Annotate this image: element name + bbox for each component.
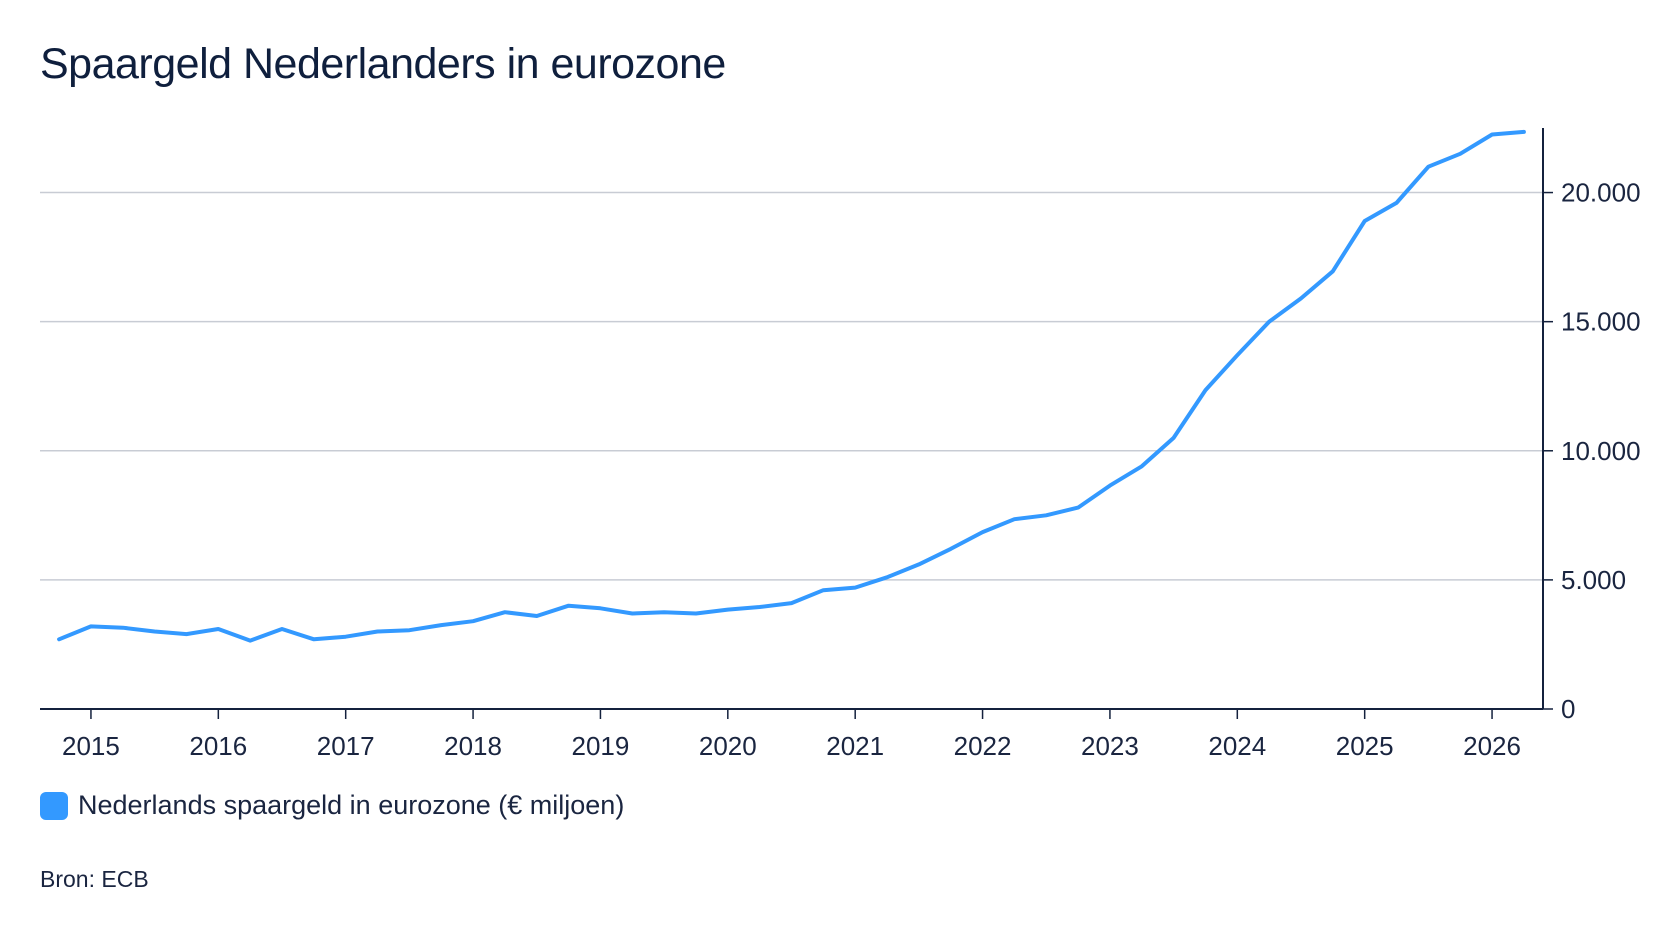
gridlines: [40, 191, 1543, 581]
x-tick-label: 2017: [317, 731, 375, 761]
x-tick-label: 2022: [954, 731, 1012, 761]
series-layer: [57, 129, 1526, 643]
axes: [40, 128, 1553, 719]
x-tick-label: 2023: [1081, 731, 1139, 761]
x-tick-label: 2015: [62, 731, 120, 761]
y-tick-label: 0: [1561, 694, 1575, 724]
x-tick-label: 2026: [1463, 731, 1521, 761]
y-tick-label: 15.000: [1561, 307, 1641, 337]
x-tick-label: 2016: [189, 731, 247, 761]
chart-title: Spaargeld Nederlanders in eurozone: [40, 40, 726, 88]
x-tick-label: 2024: [1208, 731, 1266, 761]
legend-label: Nederlands spaargeld in eurozone (€ milj…: [78, 790, 625, 820]
legend-swatch: [40, 791, 68, 820]
legend: Nederlands spaargeld in eurozone (€ milj…: [40, 790, 624, 821]
x-tick-label: 2020: [699, 731, 757, 761]
source-note: Bron: ECB: [40, 866, 149, 892]
x-tick-label: 2018: [444, 731, 502, 761]
y-tick-label: 5.000: [1561, 565, 1626, 595]
y-tick-label: 10.000: [1561, 436, 1641, 466]
tick-labels: 0 5.000 10.000 15.000 20.000 2015 2016 2017 2018…: [62, 178, 1641, 761]
x-tick-label: 2021: [826, 731, 884, 761]
x-tick-label: 2025: [1336, 731, 1394, 761]
series-line: [57, 129, 1526, 643]
y-tick-label: 20.000: [1561, 178, 1641, 208]
x-tick-label: 2019: [572, 731, 630, 761]
